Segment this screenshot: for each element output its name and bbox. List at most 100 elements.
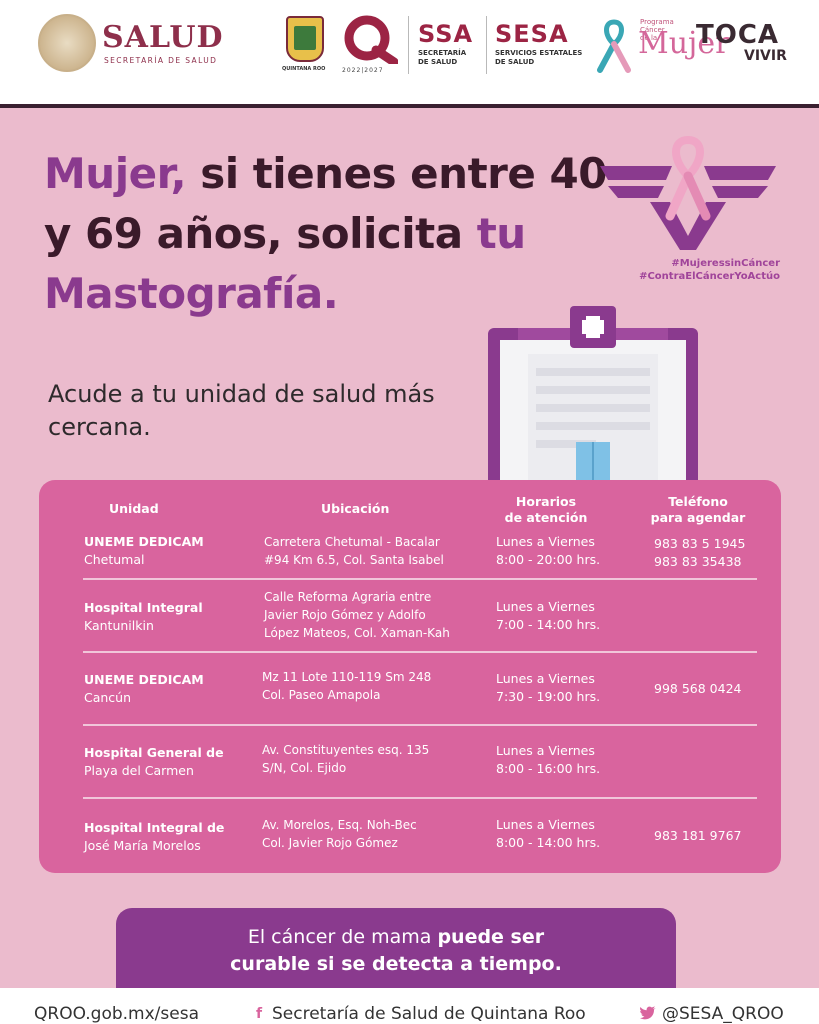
banner-line1-normal: El cáncer de mama: [247, 926, 438, 948]
hours-time: 8:00 - 14:00 hrs.: [496, 835, 601, 850]
unit-phone: 983 181 9767: [654, 827, 741, 845]
facebook-icon: f: [256, 1006, 263, 1022]
row-separator: [83, 651, 757, 653]
quintana-roo-shield-icon: [286, 16, 324, 62]
row-separator: [83, 724, 757, 726]
unit-hours: Lunes a Viernes 7:30 - 19:00 hrs.: [496, 670, 600, 706]
column-header-telefono-line1: Teléfono: [668, 494, 728, 509]
headline: Mujer, si tienes entre 40 y 69 años, sol…: [44, 144, 624, 324]
headline-mastografia: tu Mastografía.: [44, 209, 526, 318]
location-line: S/N, Col. Ejido: [262, 761, 347, 775]
hours-time: 7:30 - 19:00 hrs.: [496, 689, 601, 704]
row-separator: [83, 797, 757, 799]
hours-days: Lunes a Viernes: [496, 599, 595, 614]
unit-name: Hospital Integral de: [84, 820, 225, 835]
location-line: Av. Constituyentes esq. 135: [262, 743, 430, 757]
toca-vivir-logo-subtext: VIVIR: [744, 48, 787, 64]
unit-location: Av. Constituyentes esq. 135 S/N, Col. Ej…: [262, 741, 429, 777]
winged-ribbon-logo-icon: [600, 136, 776, 250]
medical-clipboard-icon: [488, 306, 698, 486]
health-units-table: Unidad Ubicación Horarios de atención Te…: [39, 480, 781, 873]
table-row-unit: Hospital General de Playa del Carmen: [84, 744, 224, 780]
location-line: Calle Reforma Agraria entre: [264, 590, 432, 604]
unit-city: Playa del Carmen: [84, 763, 194, 778]
location-line: Javier Rojo Gómez y Adolfo: [264, 608, 426, 622]
ssa-logo-text: SSA: [418, 20, 474, 48]
unit-city: José María Morelos: [84, 838, 201, 853]
headline-mujer: Mujer,: [44, 149, 187, 198]
q-gobierno-logo-icon: [344, 15, 398, 64]
unit-location: Carretera Chetumal - Bacalar #94 Km 6.5,…: [264, 533, 444, 569]
location-line: Mz 11 Lote 110-119 Sm 248: [262, 670, 432, 684]
hours-time: 8:00 - 20:00 hrs.: [496, 552, 601, 567]
unit-phone: 998 568 0424: [654, 680, 741, 698]
location-line: Col. Paseo Amapola: [262, 688, 381, 702]
programa-mujer-word: Mujer: [638, 26, 730, 61]
website-link[interactable]: QROO.gob.mx/sesa: [34, 1004, 199, 1024]
column-header-telefono: Teléfono para agendar: [643, 494, 753, 526]
curable-banner: El cáncer de mama puede ser curable si s…: [116, 908, 676, 988]
mexico-seal-icon: [38, 14, 96, 72]
location-line: Av. Morelos, Esq. Noh-Bec: [262, 818, 417, 832]
salud-logo-subtitle: SECRETARÍA DE SALUD: [104, 56, 218, 65]
table-row-unit: UNEME DEDICAM Cancún: [84, 671, 204, 707]
unit-name: UNEME DEDICAM: [84, 672, 204, 687]
unit-hours: Lunes a Viernes 8:00 - 16:00 hrs.: [496, 742, 600, 778]
unit-hours: Lunes a Viernes 8:00 - 20:00 hrs.: [496, 533, 600, 569]
hashtags: #MujeressinCáncer #ContraElCáncerYoActúo: [592, 257, 780, 283]
header-rule: [0, 104, 819, 108]
phone-number: 983 83 35438: [654, 554, 742, 569]
sesa-logo-subtitle: SERVICIOS ESTATALES DE SALUD: [495, 49, 583, 66]
unit-hours: Lunes a Viernes 8:00 - 14:00 hrs.: [496, 816, 600, 852]
unit-name: UNEME DEDICAM: [84, 534, 204, 549]
hours-days: Lunes a Viernes: [496, 671, 595, 686]
column-header-horarios-line2: de atención: [504, 510, 588, 525]
intro-text: Acude a tu unidad de salud más cercana.: [48, 380, 435, 441]
location-line: Col. Javier Rojo Gómez: [262, 836, 398, 850]
hashtag: #MujeressinCáncer: [671, 258, 780, 269]
poster-body: Mujer, si tienes entre 40 y 69 años, sol…: [0, 108, 819, 988]
column-header-horarios: Horarios de atención: [491, 494, 601, 526]
unit-hours: Lunes a Viernes 7:00 - 14:00 hrs.: [496, 598, 600, 634]
q-gobierno-years: 2022|2027: [342, 67, 384, 74]
unit-location: Calle Reforma Agraria entre Javier Rojo …: [264, 588, 450, 642]
unit-location: Mz 11 Lote 110-119 Sm 248 Col. Paseo Ama…: [262, 668, 431, 704]
phone-number: 983 181 9767: [654, 828, 742, 843]
hours-time: 8:00 - 16:00 hrs.: [496, 761, 601, 776]
unit-city: Chetumal: [84, 552, 145, 567]
column-header-telefono-line2: para agendar: [650, 510, 746, 525]
unit-phone: 983 83 5 1945 983 83 35438: [654, 535, 745, 571]
column-header-horarios-line1: Horarios: [515, 494, 577, 509]
unit-name: Hospital General de: [84, 745, 224, 760]
hours-days: Lunes a Viernes: [496, 534, 595, 549]
location-line: #94 Km 6.5, Col. Santa Isabel: [264, 553, 444, 567]
banner-line2-bold: curable si se detecta a tiempo.: [230, 953, 562, 975]
phone-number: 998 568 0424: [654, 681, 742, 696]
hashtag: #ContraElCáncerYoActúo: [639, 271, 780, 282]
unit-location: Av. Morelos, Esq. Noh-Bec Col. Javier Ro…: [262, 816, 417, 852]
hours-days: Lunes a Viernes: [496, 817, 595, 832]
headline-age-range: si tienes entre 40 y 69 años, solicita: [44, 149, 607, 258]
quintana-roo-label: QUINTANA ROO: [282, 66, 326, 72]
twitter-icon: [640, 1006, 656, 1020]
twitter-handle-link[interactable]: @SESA_QROO: [662, 1004, 784, 1024]
toca-vivir-logo-text: TOCA: [696, 20, 780, 50]
unit-name: Hospital Integral: [84, 600, 203, 615]
location-line: Carretera Chetumal - Bacalar: [264, 535, 440, 549]
table-row-unit: UNEME DEDICAM Chetumal: [84, 533, 204, 569]
column-header-unidad: Unidad: [109, 501, 159, 516]
hours-time: 7:00 - 14:00 hrs.: [496, 617, 601, 632]
table-row-unit: Hospital Integral Kantunilkin: [84, 599, 203, 635]
banner-line1-bold: puede ser: [437, 926, 545, 948]
location-line: López Mateos, Col. Xaman-Kah: [264, 626, 450, 640]
hours-days: Lunes a Viernes: [496, 743, 595, 758]
banner-text: El cáncer de mama puede ser curable si s…: [116, 924, 676, 978]
column-header-ubicacion: Ubicación: [321, 501, 390, 516]
row-separator: [83, 578, 757, 580]
programa-label: Programa Cáncer de la: [640, 18, 674, 42]
sesa-logo-text: SESA: [495, 20, 569, 48]
salud-logo-text: SALUD: [102, 20, 224, 55]
awareness-ribbon-icon: [597, 19, 631, 73]
facebook-link[interactable]: Secretaría de Salud de Quintana Roo: [272, 1004, 586, 1024]
phone-number: 983 83 5 1945: [654, 536, 746, 551]
